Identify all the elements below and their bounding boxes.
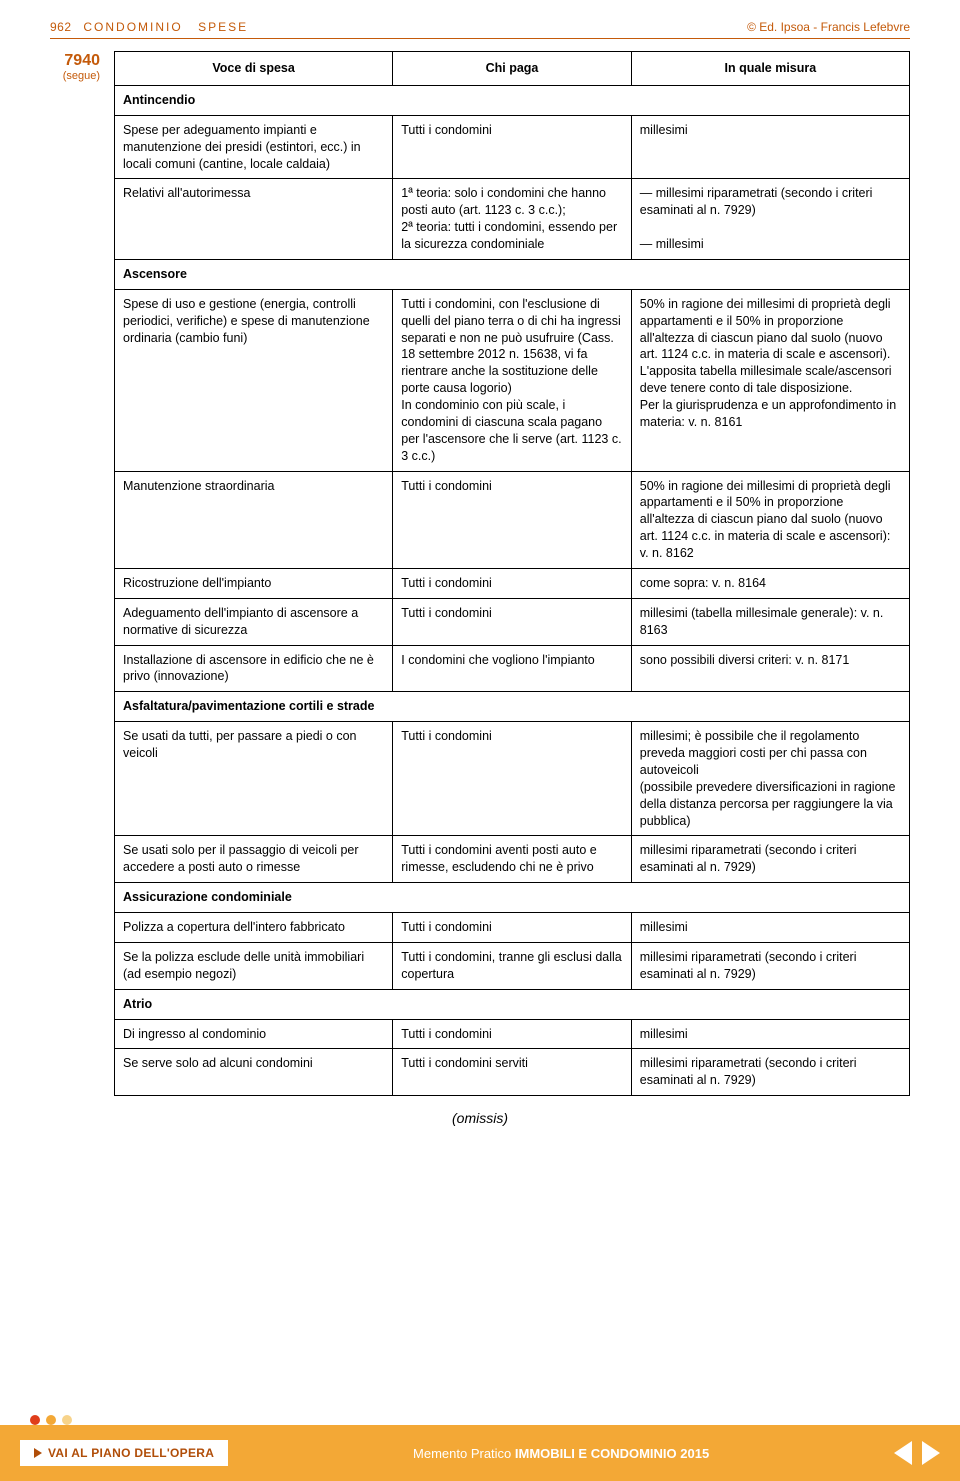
table-row: Spese per adeguamento impianti e manuten… xyxy=(115,115,910,179)
table-cell: Relativi all'autorimessa xyxy=(115,179,393,260)
header-subsection: SPESE xyxy=(198,20,248,34)
table-cell: Spese per adeguamento impianti e manuten… xyxy=(115,115,393,179)
table-cell: Tutti i condomini xyxy=(393,568,632,598)
table-cell: Adeguamento dell'impianto di ascensore a… xyxy=(115,598,393,645)
page-number: 962 xyxy=(50,20,72,34)
dot-icon xyxy=(62,1415,72,1425)
table-cell: Tutti i condomini serviti xyxy=(393,1049,632,1096)
table-cell: millesimi xyxy=(631,115,909,179)
table-header-cell: In quale misura xyxy=(631,52,909,86)
table-row: Manutenzione straordinariaTutti i condom… xyxy=(115,471,910,568)
table-cell: Manutenzione straordinaria xyxy=(115,471,393,568)
table-row: Atrio xyxy=(115,989,910,1019)
margin-ref-number: 7940 xyxy=(50,51,100,70)
margin-segue: (segue) xyxy=(50,70,100,83)
footer-bar: VAI AL PIANO DELL'OPERA Memento Pratico … xyxy=(0,1425,960,1481)
table-cell: — millesimi riparametrati (secondo i cri… xyxy=(631,179,909,260)
table-row: Antincendio xyxy=(115,85,910,115)
table-section-cell: Assicurazione condominiale xyxy=(115,883,910,913)
expenses-table: Voce di spesa Chi paga In quale misura A… xyxy=(114,51,910,1096)
table-cell: Di ingresso al condominio xyxy=(115,1019,393,1049)
table-cell: I condomini che vogliono l'impianto xyxy=(393,645,632,692)
omissis-label: (omissis) xyxy=(50,1110,910,1126)
table-row: Relativi all'autorimessa1ª teoria: solo … xyxy=(115,179,910,260)
table-cell: millesimi riparametrati (secondo i crite… xyxy=(631,1049,909,1096)
table-cell: Se la polizza esclude delle unità immobi… xyxy=(115,942,393,989)
toc-button-label: VAI AL PIANO DELL'OPERA xyxy=(48,1446,214,1460)
table-cell: Tutti i condomini, con l'esclusione di q… xyxy=(393,289,632,471)
table-cell: Polizza a copertura dell'intero fabbrica… xyxy=(115,913,393,943)
table-cell: 50% in ragione dei millesimi di propriet… xyxy=(631,289,909,471)
table-cell: Tutti i condomini xyxy=(393,598,632,645)
table-header-row: Voce di spesa Chi paga In quale misura xyxy=(115,52,910,86)
page-nav xyxy=(894,1441,940,1465)
table-cell: Installazione di ascensore in edificio c… xyxy=(115,645,393,692)
table-cell: Se usati solo per il passaggio di veicol… xyxy=(115,836,393,883)
footer-title: Memento Pratico IMMOBILI E CONDOMINIO 20… xyxy=(413,1446,709,1461)
table-cell: 1ª teoria: solo i condomini che hanno po… xyxy=(393,179,632,260)
table-row: Se la polizza esclude delle unità immobi… xyxy=(115,942,910,989)
table-cell: Tutti i condomini xyxy=(393,913,632,943)
table-header-cell: Voce di spesa xyxy=(115,52,393,86)
dot-icon xyxy=(46,1415,56,1425)
table-row: Ascensore xyxy=(115,259,910,289)
table-cell: Se usati da tutti, per passare a piedi o… xyxy=(115,722,393,836)
table-section-cell: Asfaltatura/pavimentazione cortili e str… xyxy=(115,692,910,722)
table-cell: millesimi xyxy=(631,913,909,943)
table-cell: sono possibili diversi criteri: v. n. 81… xyxy=(631,645,909,692)
table-cell: Tutti i condomini xyxy=(393,115,632,179)
table-row: Spese di uso e gestione (energia, contro… xyxy=(115,289,910,471)
table-cell: Ricostruzione dell'impianto xyxy=(115,568,393,598)
table-row: Di ingresso al condominioTutti i condomi… xyxy=(115,1019,910,1049)
table-row: Polizza a copertura dell'intero fabbrica… xyxy=(115,913,910,943)
table-row: Assicurazione condominiale xyxy=(115,883,910,913)
footer-title-prefix: Memento Pratico xyxy=(413,1446,515,1461)
decorative-dots xyxy=(30,1415,72,1425)
table-header-cell: Chi paga xyxy=(393,52,632,86)
margin-note: 7940 (segue) xyxy=(50,51,100,1096)
table-section-cell: Atrio xyxy=(115,989,910,1019)
table-cell: Tutti i condomini xyxy=(393,1019,632,1049)
table-cell: millesimi; è possibile che il regolament… xyxy=(631,722,909,836)
table-row: Ricostruzione dell'impiantoTutti i condo… xyxy=(115,568,910,598)
table-cell: Spese di uso e gestione (energia, contro… xyxy=(115,289,393,471)
table-cell: millesimi (tabella millesimale generale)… xyxy=(631,598,909,645)
page-header: 962 CONDOMINIO SPESE © Ed. Ipsoa - Franc… xyxy=(50,20,910,39)
table-section-cell: Antincendio xyxy=(115,85,910,115)
prev-page-arrow[interactable] xyxy=(894,1441,912,1465)
table-cell: Tutti i condomini xyxy=(393,722,632,836)
table-row: Adeguamento dell'impianto di ascensore a… xyxy=(115,598,910,645)
table-row: Se usati solo per il passaggio di veicol… xyxy=(115,836,910,883)
publisher-label: © Ed. Ipsoa - Francis Lefebvre xyxy=(747,20,910,34)
header-section: CONDOMINIO xyxy=(83,20,182,34)
toc-button[interactable]: VAI AL PIANO DELL'OPERA xyxy=(20,1440,228,1466)
table-row: Se usati da tutti, per passare a piedi o… xyxy=(115,722,910,836)
table-cell: 50% in ragione dei millesimi di propriet… xyxy=(631,471,909,568)
table-cell: Tutti i condomini aventi posti auto e ri… xyxy=(393,836,632,883)
table-row: Installazione di ascensore in edificio c… xyxy=(115,645,910,692)
table-row: Se serve solo ad alcuni condominiTutti i… xyxy=(115,1049,910,1096)
dot-icon xyxy=(30,1415,40,1425)
table-cell: millesimi riparametrati (secondo i crite… xyxy=(631,836,909,883)
play-icon xyxy=(34,1448,42,1458)
table-cell: Tutti i condomini xyxy=(393,471,632,568)
footer-title-bold: IMMOBILI E CONDOMINIO 2015 xyxy=(515,1446,709,1461)
table-row: Asfaltatura/pavimentazione cortili e str… xyxy=(115,692,910,722)
table-cell: millesimi riparametrati (secondo i crite… xyxy=(631,942,909,989)
table-cell: Tutti i condomini, tranne gli esclusi da… xyxy=(393,942,632,989)
table-section-cell: Ascensore xyxy=(115,259,910,289)
next-page-arrow[interactable] xyxy=(922,1441,940,1465)
table-cell: Se serve solo ad alcuni condomini xyxy=(115,1049,393,1096)
table-cell: millesimi xyxy=(631,1019,909,1049)
table-cell: come sopra: v. n. 8164 xyxy=(631,568,909,598)
